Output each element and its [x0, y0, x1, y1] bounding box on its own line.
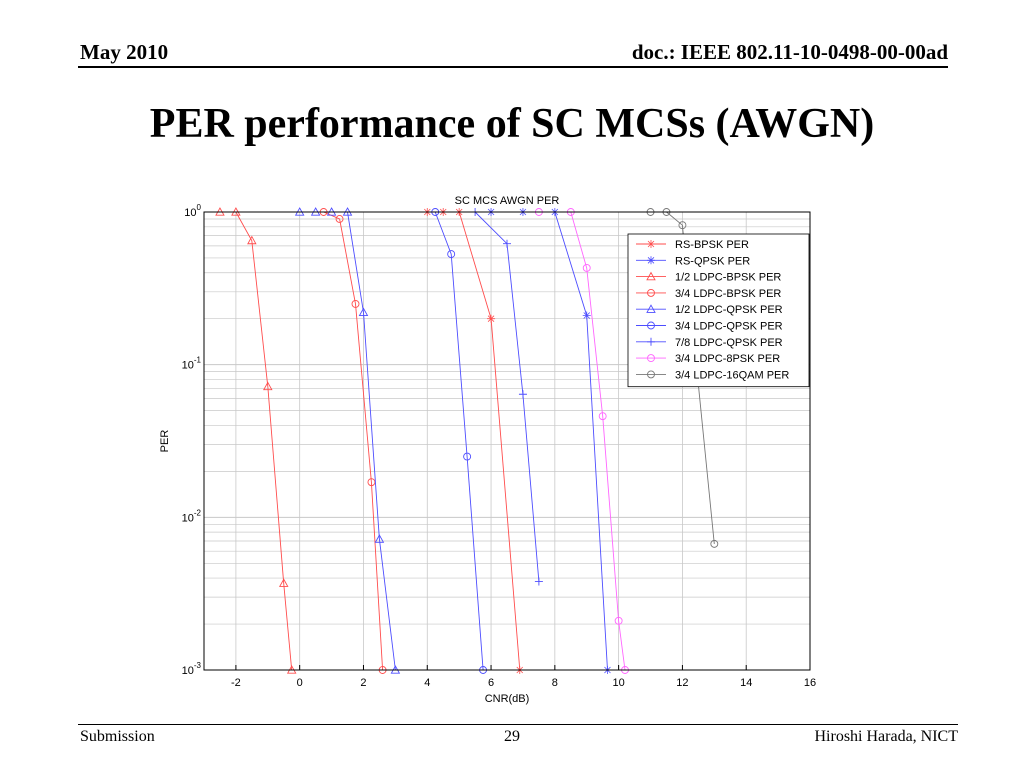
legend-label: 7/8 LDPC-QPSK PER [675, 337, 783, 349]
x-tick-label: 6 [488, 677, 494, 689]
legend-box [627, 233, 810, 388]
legend-label: 3/4 LDPC-QPSK PER [675, 321, 783, 333]
x-tick-labels: -2 0 2 4 6 8 10 12 14 16 [231, 665, 816, 689]
legend-label: 3/4 LDPC-8PSK PER [675, 353, 780, 365]
x-tick-label: 10 [613, 677, 625, 689]
data-point [247, 235, 257, 245]
data-point [678, 221, 687, 230]
legend-label: RS-BPSK PER [675, 239, 749, 251]
footer-submission: Submission [80, 728, 155, 745]
legend: RS-BPSK PER RS-QPSK PER 1/2 LDPC-BPSK PER 3… [627, 233, 810, 388]
data-point [647, 240, 655, 248]
data-point [646, 304, 656, 313]
header-doc-id: doc.: IEEE 802.11-10-0498-00-00ad [631, 40, 948, 64]
x-tick-label: 4 [424, 677, 430, 689]
data-point [278, 578, 289, 587]
data-point [647, 354, 655, 363]
series-line [434, 211, 484, 671]
data-point [518, 390, 527, 399]
data-point [503, 239, 511, 248]
data-point [263, 381, 273, 391]
legend-label: 1/2 LDPC-BPSK PER [675, 272, 781, 284]
data-point [647, 370, 655, 379]
data-point [534, 577, 543, 586]
footer-page-number: 29 [504, 728, 520, 745]
data-point [598, 412, 607, 421]
y-tick-labels: 100 10-1 10-2 10-3 [182, 203, 202, 677]
chart-title: SC MCS AWGN PER [455, 195, 560, 207]
x-tick-label: 8 [552, 677, 558, 689]
data-point [463, 452, 472, 461]
axes-frame [203, 211, 811, 671]
data-point [647, 337, 655, 346]
y-axis-label: PER [159, 430, 171, 453]
data-point [335, 215, 344, 223]
series-line [474, 211, 540, 582]
data-point [582, 311, 591, 320]
legend-item: 1/2 LDPC-QPSK PER [636, 304, 783, 316]
legend-label: RS-QPSK PER [675, 255, 750, 267]
x-tick-label: 2 [360, 677, 366, 689]
y-tick-label: 100 [184, 203, 201, 219]
legend-label: 3/4 LDPC-BPSK PER [675, 288, 781, 300]
legend-label: 3/4 LDPC-16QAM PER [675, 369, 789, 381]
legend-item: RS-QPSK PER [636, 255, 750, 267]
x-tick-label: 14 [740, 677, 752, 689]
data-point [487, 314, 496, 323]
y-tick-label: 10-2 [182, 508, 202, 524]
legend-item: 3/4 LDPC-16QAM PER [636, 369, 789, 381]
legend-item: 1/2 LDPC-BPSK PER [636, 272, 781, 284]
data-point [646, 271, 656, 281]
data-point [710, 539, 719, 548]
x-tick-label: 0 [297, 677, 303, 689]
x-tick-label: -2 [231, 677, 241, 689]
footer-rule [78, 724, 958, 725]
data-point [647, 321, 655, 330]
data-point [582, 264, 591, 272]
y-tick-label: 10-1 [182, 356, 202, 372]
data-point [374, 534, 385, 543]
data-point [351, 299, 360, 308]
legend-item: 3/4 LDPC-BPSK PER [636, 288, 781, 300]
y-tick-label: 10-3 [182, 661, 202, 677]
header-rule [78, 66, 948, 68]
header-date: May 2010 [80, 40, 169, 64]
legend-item: RS-BPSK PER [636, 239, 749, 251]
legend-label: 1/2 LDPC-QPSK PER [675, 304, 783, 316]
data-point [358, 307, 369, 317]
legend-item: 7/8 LDPC-QPSK PER [636, 337, 783, 349]
slide-title: PER performance of SC MCSs (AWGN) [149, 101, 875, 147]
x-axis-label: CNR(dB) [485, 693, 530, 705]
legend-item: 3/4 LDPC-8PSK PER [636, 353, 780, 365]
data-point [447, 250, 456, 259]
legend-item: 3/4 LDPC-QPSK PER [636, 321, 783, 333]
data-point [614, 616, 623, 625]
footer-author: Hiroshi Harada, NICT [814, 728, 958, 745]
data-point [647, 288, 655, 297]
x-tick-label: 16 [804, 677, 816, 689]
series-line [323, 211, 384, 671]
x-tick-label: 12 [676, 677, 688, 689]
data-point [647, 256, 655, 265]
data-point [367, 478, 376, 487]
